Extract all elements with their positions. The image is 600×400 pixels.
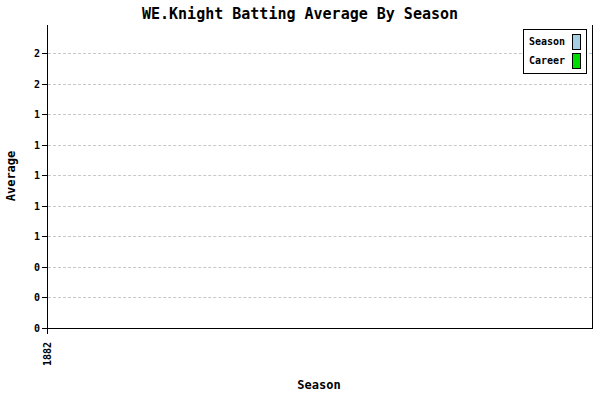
legend-item-career: Career — [529, 53, 581, 69]
legend: Season Career — [523, 29, 587, 74]
gridline — [48, 145, 592, 146]
y-tick-mark — [42, 206, 48, 207]
gridline — [48, 53, 592, 54]
y-tick-mark — [42, 84, 48, 85]
legend-item-season: Season — [529, 34, 581, 50]
y-tick-mark — [42, 297, 48, 298]
gridline — [48, 267, 592, 268]
y-tick-label: 1 — [16, 140, 40, 151]
y-tick-mark — [42, 175, 48, 176]
y-tick-label: 1 — [16, 109, 40, 120]
chart-title: WE.Knight Batting Average By Season — [0, 5, 600, 23]
legend-label-season: Season — [529, 36, 565, 48]
y-tick-mark — [42, 145, 48, 146]
x-tick-label: 1882 — [42, 342, 54, 366]
bars-layer — [48, 25, 592, 328]
legend-swatch-career — [572, 53, 581, 69]
legend-swatch-season — [572, 34, 581, 50]
gridline — [48, 175, 592, 176]
y-tick-mark — [42, 328, 48, 329]
y-tick-label: 1 — [16, 201, 40, 212]
gridline — [48, 236, 592, 237]
chart-canvas: WE.Knight Batting Average By Season Aver… — [0, 0, 600, 400]
y-tick-label: 0 — [16, 292, 40, 303]
gridline — [48, 84, 592, 85]
y-tick-label: 0 — [16, 323, 40, 334]
x-axis-title: Season — [47, 378, 591, 392]
gridline — [48, 206, 592, 207]
y-tick-mark — [42, 114, 48, 115]
legend-label-career: Career — [529, 55, 565, 67]
y-tick-mark — [42, 236, 48, 237]
y-tick-mark — [42, 53, 48, 54]
y-tick-mark — [42, 267, 48, 268]
gridline — [48, 297, 592, 298]
y-tick-label: 2 — [16, 79, 40, 90]
plot-area: 1882 2211111000 — [47, 25, 593, 329]
y-tick-label: 0 — [16, 262, 40, 273]
y-tick-label: 1 — [16, 170, 40, 181]
y-tick-label: 1 — [16, 231, 40, 242]
y-tick-label: 2 — [16, 48, 40, 59]
gridline — [48, 114, 592, 115]
